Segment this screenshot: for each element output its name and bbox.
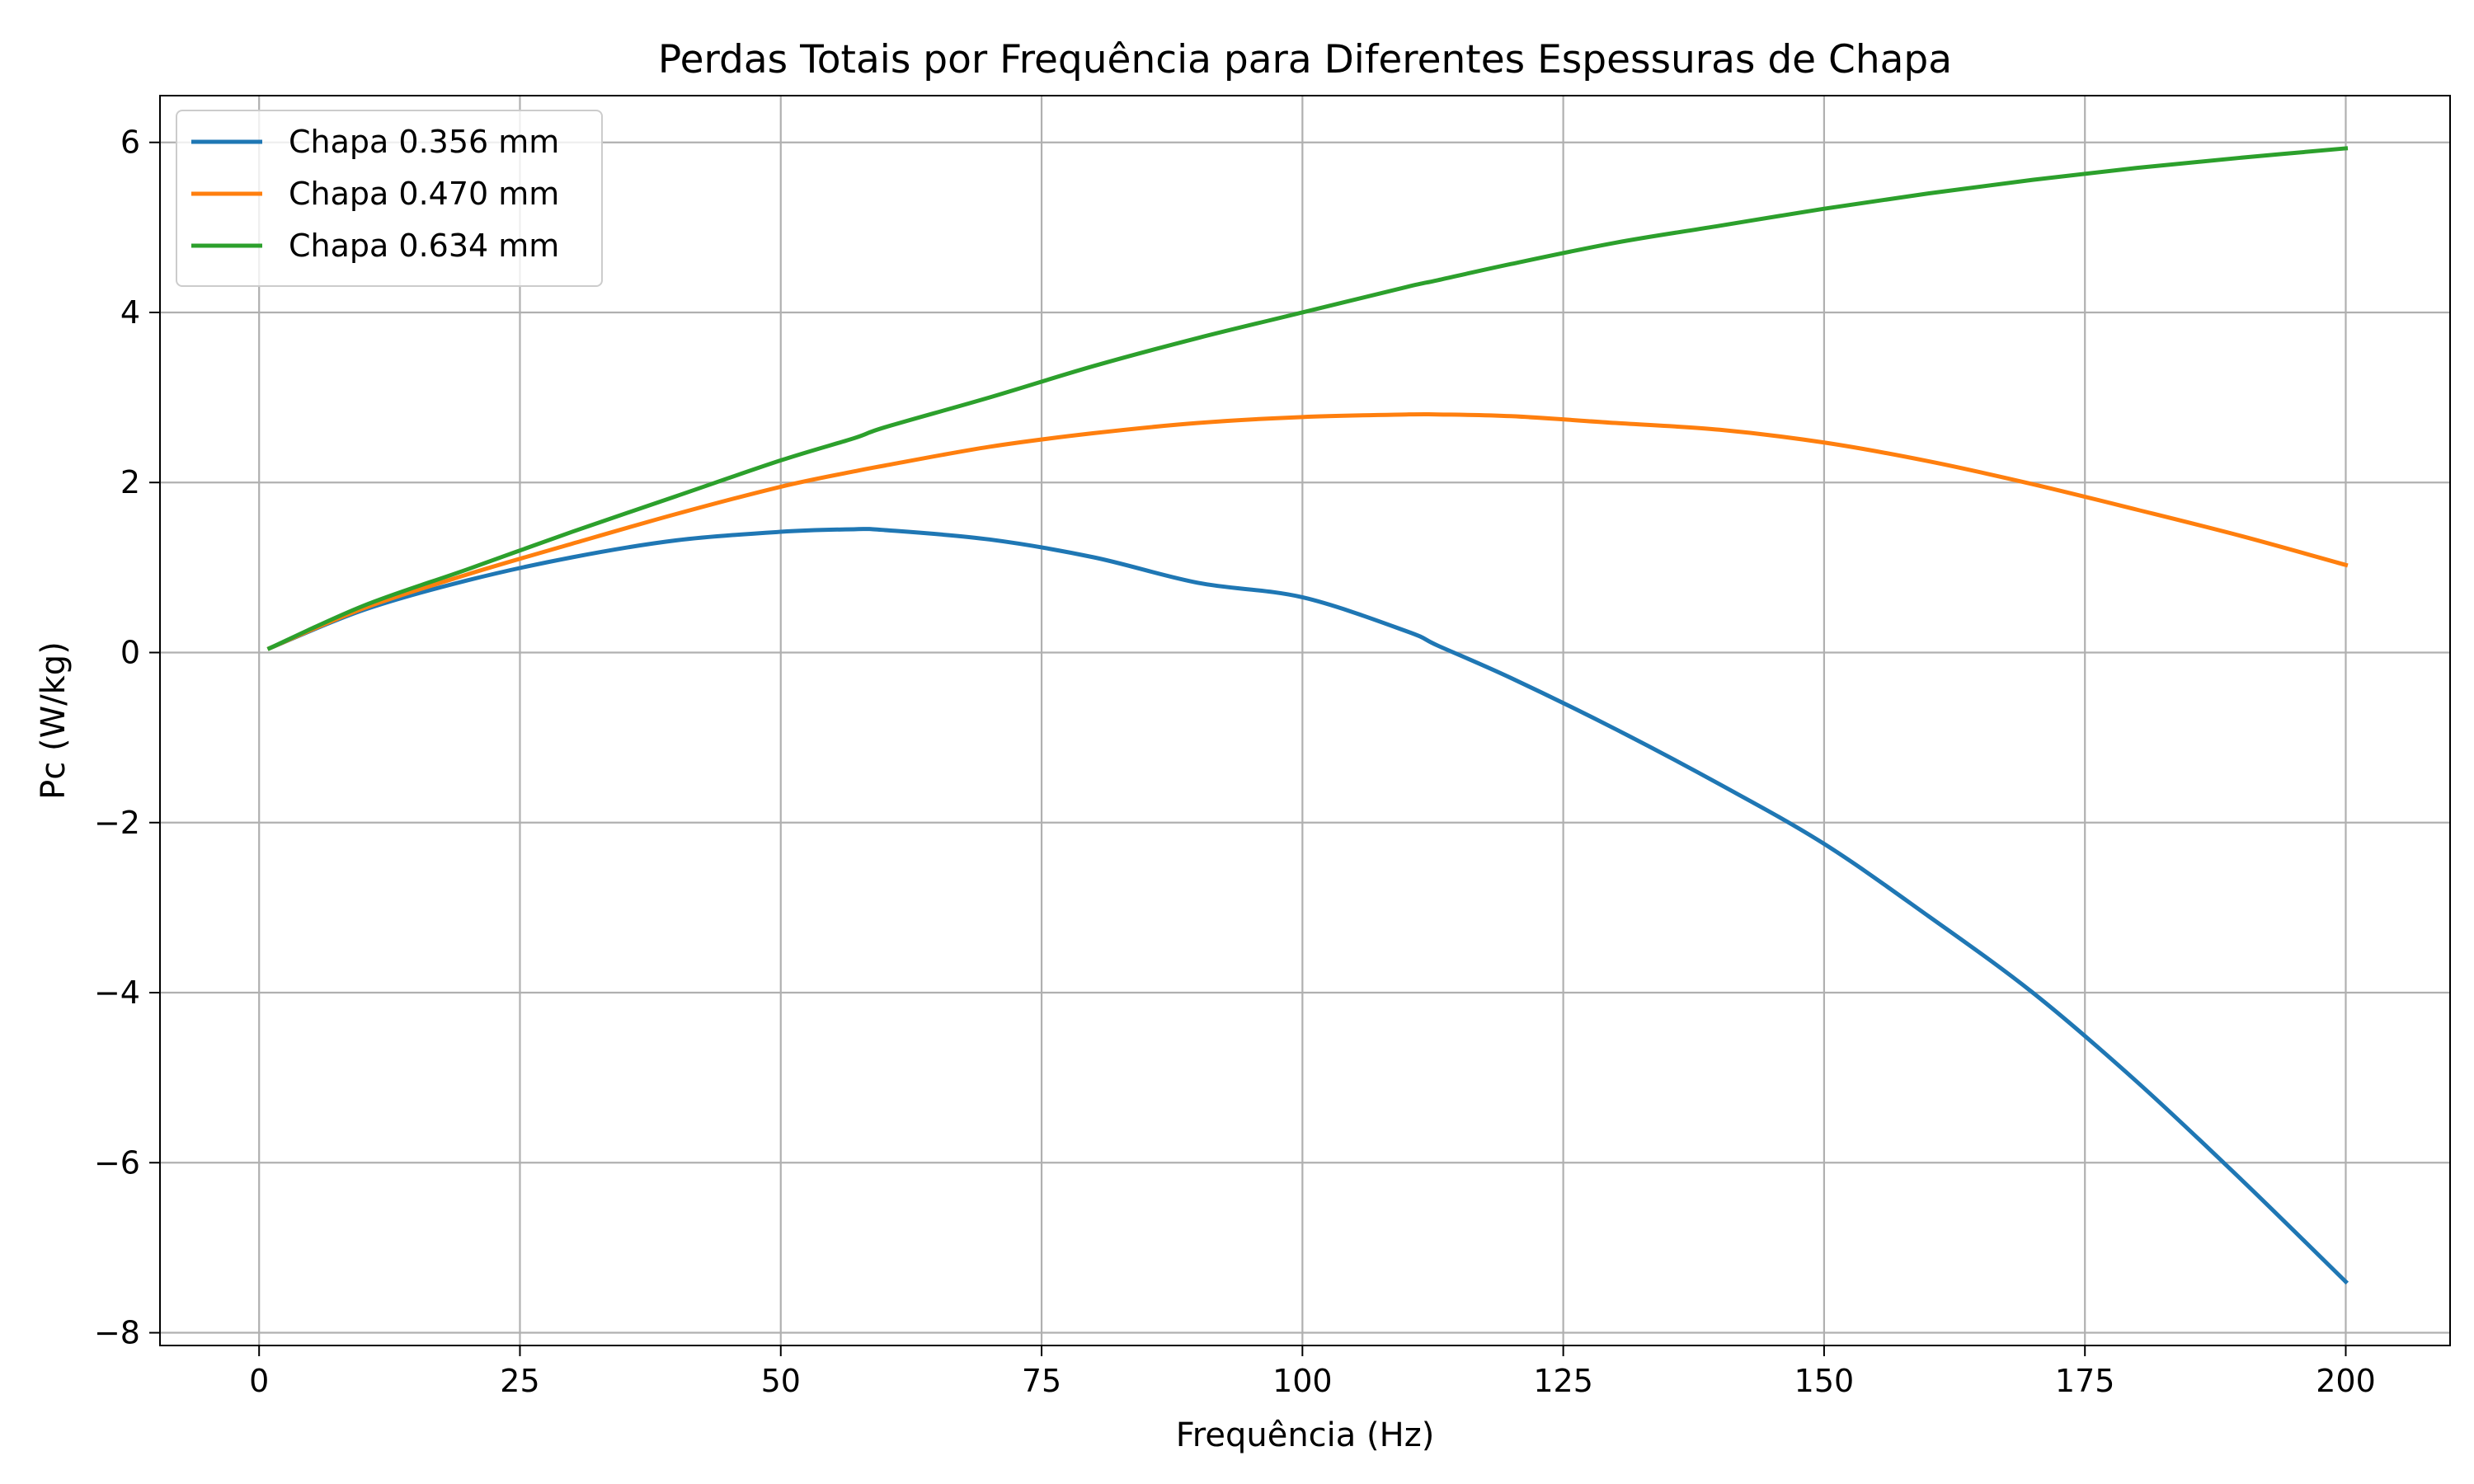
x-tick-label: 0	[249, 1363, 269, 1399]
y-tick-label: −6	[94, 1144, 140, 1181]
x-tick-label: 150	[1794, 1363, 1855, 1399]
legend-entry-label: Chapa 0.634 mm	[289, 228, 559, 264]
x-tick-label: 25	[500, 1363, 539, 1399]
series-line-2	[266, 411, 2349, 651]
x-tick-label: 125	[1533, 1363, 1593, 1399]
axis-ticks: 0 25 50 75 100 125 150 175 200 −8 −6 −4 −2 0 2 4 6	[94, 124, 2376, 1399]
x-tick-label: 100	[1272, 1363, 1333, 1399]
y-tick-label: −4	[94, 974, 140, 1011]
legend: Chapa 0.356 mm Chapa 0.470 mm Chapa 0.634 …	[176, 110, 603, 287]
y-tick-label: 6	[120, 124, 140, 161]
chart-title: Perdas Totais por Frequência para Difere…	[658, 37, 1952, 82]
series-lines	[266, 146, 2349, 1285]
x-axis-label: Frequência (Hz)	[1176, 1416, 1435, 1454]
legend-entry-label: Chapa 0.470 mm	[289, 176, 559, 212]
x-tick-label: 175	[2055, 1363, 2115, 1399]
x-tick-label: 50	[761, 1363, 801, 1399]
y-tick-label: 0	[120, 634, 140, 670]
series-line-1	[266, 527, 2349, 1285]
grid	[160, 96, 2450, 1345]
x-tick-label: 200	[2316, 1363, 2376, 1399]
y-tick-label: 2	[120, 464, 140, 500]
y-axis-label: Pc (W/kg)	[35, 641, 73, 800]
legend-box	[176, 110, 603, 287]
y-tick-label: 4	[120, 294, 140, 331]
legend-entry-label: Chapa 0.356 mm	[289, 124, 559, 160]
x-tick-label: 75	[1022, 1363, 1061, 1399]
y-tick-label: −8	[94, 1315, 140, 1351]
y-tick-label: −2	[94, 805, 140, 841]
plot-frame	[159, 95, 2451, 1346]
series-line-3	[266, 146, 2349, 651]
